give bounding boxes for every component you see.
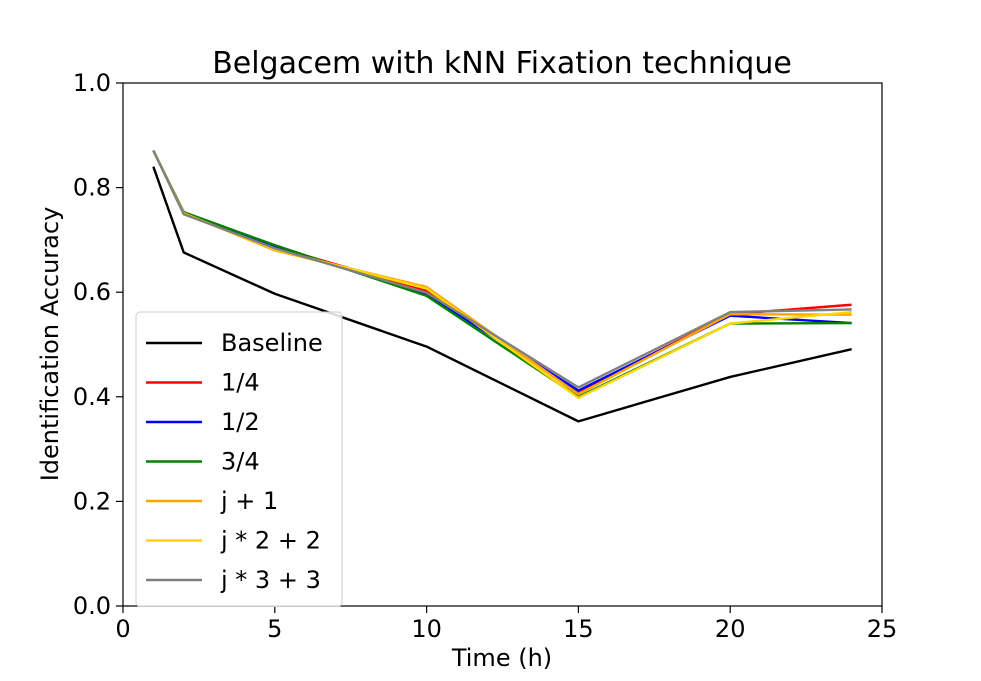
plot-frame xyxy=(122,82,883,607)
y-axis-label: Identification Accuracy xyxy=(36,207,64,482)
x-tick-label: 0 xyxy=(115,615,130,643)
series-line-6 xyxy=(152,149,852,389)
legend-label: j * 3 + 3 xyxy=(220,566,321,594)
x-tick-label: 25 xyxy=(867,615,898,643)
legend-label: 3/4 xyxy=(221,448,260,476)
legend-label: j + 1 xyxy=(220,487,278,515)
x-tick-label: 20 xyxy=(715,615,746,643)
x-tick-label: 10 xyxy=(411,615,442,643)
legend-label: 1/4 xyxy=(221,369,260,397)
legend-label: j * 2 + 2 xyxy=(220,527,321,555)
y-tick-label: 0.0 xyxy=(73,592,111,620)
chart-title: Belgacem with kNN Fixation technique xyxy=(212,46,792,81)
y-tick-label: 0.4 xyxy=(73,383,111,411)
series-line-0 xyxy=(152,166,852,423)
x-axis: 0 5 10 15 20 25 xyxy=(115,606,897,643)
series-lines xyxy=(152,149,852,423)
y-axis: 0.0 0.2 0.4 0.6 0.8 1.0 xyxy=(73,69,123,620)
y-tick-label: 0.8 xyxy=(73,174,111,202)
legend-label: 1/2 xyxy=(221,408,260,436)
y-tick-label: 1.0 xyxy=(73,69,111,97)
legend-label: Baseline xyxy=(221,329,323,357)
legend: Baseline 1/4 1/2 3/4 j + 1 j * 2 + 2 j * 3 + 3 xyxy=(135,311,343,607)
y-tick-label: 0.2 xyxy=(73,487,111,515)
x-axis-label: Time (h) xyxy=(451,644,552,672)
y-tick-label: 0.6 xyxy=(73,278,111,306)
x-tick-label: 15 xyxy=(563,615,594,643)
x-tick-label: 5 xyxy=(267,615,282,643)
legend-box xyxy=(135,311,343,607)
